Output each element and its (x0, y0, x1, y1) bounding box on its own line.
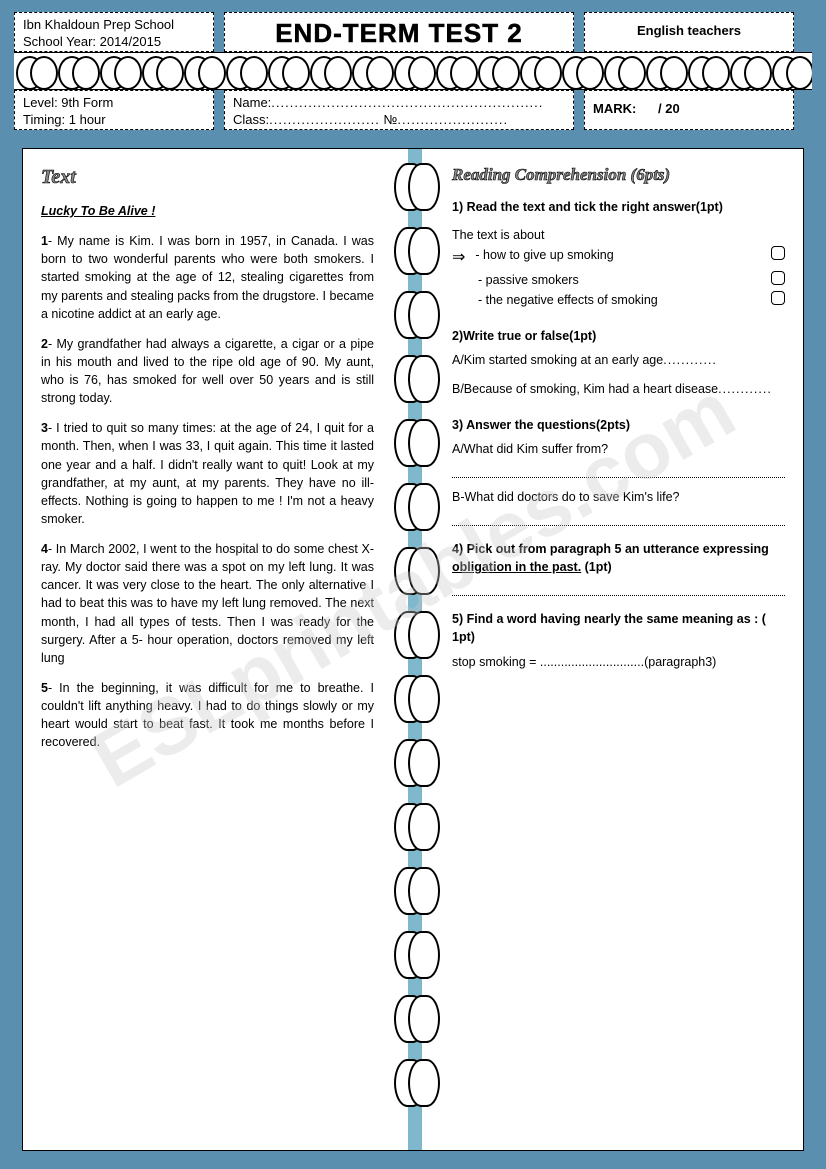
school-name: Ibn Khaldoun Prep School (23, 17, 205, 34)
paragraph-1: 1- My name is Kim. I was born in 1957, i… (41, 232, 374, 323)
ticket-name: Name:...................................… (224, 90, 574, 130)
timing-text: Timing: 1 hour (23, 112, 205, 129)
q1-prompt: 1) Read the text and tick the right answ… (452, 198, 785, 216)
ticket-mark: MARK: / 20 (584, 90, 794, 130)
header-strip: Ibn Khaldoun Prep School School Year: 20… (14, 12, 812, 130)
q4-line[interactable] (452, 582, 785, 596)
story-title: Lucky To Be Alive ! (41, 202, 374, 220)
notebook-area: Text Lucky To Be Alive ! 1- My name is K… (22, 148, 804, 1151)
q2-b: B/Because of smoking, Kim had a heart di… (452, 380, 785, 398)
header-chain-row (14, 52, 812, 90)
q3-b: B-What did doctors do to save Kim's life… (452, 488, 785, 506)
q3-prompt: 3) Answer the questions(2pts) (452, 416, 785, 434)
test-title: END-TERM TEST 2 (275, 18, 523, 48)
mark-total: / 20 (658, 101, 680, 116)
q1-lead: The text is about (452, 226, 785, 244)
left-page: Text Lucky To Be Alive ! 1- My name is K… (23, 149, 388, 1150)
arrow-icon: ⇒ (452, 246, 465, 269)
q1-check-2[interactable] (771, 271, 785, 285)
paragraph-4: 4- In March 2002, I went to the hospital… (41, 540, 374, 667)
paragraph-2: 2- My grandfather had always a cigarette… (41, 335, 374, 408)
q2-a: A/Kim started smoking at an early age...… (452, 351, 785, 369)
number-field[interactable]: ........................ (397, 112, 508, 127)
q5-prompt: 5) Find a word having nearly the same me… (452, 610, 785, 646)
q3-a-line[interactable] (452, 464, 785, 478)
paragraph-3: 3- I tried to quit so many times: at the… (41, 419, 374, 528)
q3-a: A/What did Kim suffer from? (452, 440, 785, 458)
ticket-subject: English teachers (584, 12, 794, 52)
q2-a-field[interactable]: ............ (663, 353, 717, 367)
level-text: Level: 9th Form (23, 95, 205, 112)
name-label: Name: (233, 95, 271, 110)
ticket-school: Ibn Khaldoun Prep School School Year: 20… (14, 12, 214, 52)
q1-option-1: ⇒ - how to give up smoking (452, 246, 785, 269)
spiral-binding (388, 149, 442, 1150)
q2-b-field[interactable]: ............ (718, 382, 772, 396)
q2-prompt: 2)Write true or false(1pt) (452, 327, 785, 345)
q1-option-3: - the negative effects of smoking (452, 291, 785, 309)
ticket-level: Level: 9th Form Timing: 1 hour (14, 90, 214, 130)
text-section-heading: Text (41, 163, 374, 192)
q4-prompt: 4) Pick out from paragraph 5 an utteranc… (452, 540, 785, 576)
number-label: № (383, 112, 397, 127)
q3-b-line[interactable] (452, 512, 785, 526)
q5-line[interactable]: stop smoking = .........................… (452, 653, 785, 671)
q1-option-2: - passive smokers (452, 271, 785, 289)
right-page: Reading Comprehension (6pts) 1) Read the… (442, 149, 803, 1150)
school-year: School Year: 2014/2015 (23, 34, 205, 51)
ticket-title: END-TERM TEST 2 (224, 12, 574, 52)
q1-check-3[interactable] (771, 291, 785, 305)
subject-text: English teachers (593, 23, 785, 40)
class-field[interactable]: ........................ (269, 112, 380, 127)
q1-check-1[interactable] (771, 246, 785, 260)
mark-label: MARK: (593, 101, 636, 116)
class-label: Class: (233, 112, 269, 127)
paragraph-5: 5- In the beginning, it was difficult fo… (41, 679, 374, 752)
reading-section-heading: Reading Comprehension (6pts) (452, 163, 785, 188)
name-field[interactable]: ........................................… (271, 95, 543, 110)
